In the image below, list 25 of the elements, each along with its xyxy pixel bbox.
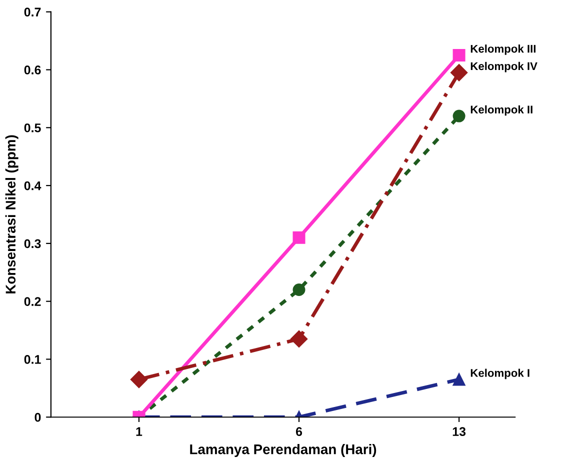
series-label: Kelompok IV (470, 62, 538, 72)
series-label: Kelompok I (470, 368, 530, 380)
series-label: Kelompok II (470, 105, 532, 116)
point (290, 330, 308, 348)
y-tick-label: 0.1 (24, 355, 41, 364)
point (452, 49, 466, 62)
point (130, 370, 148, 388)
x-tick-label: 6 (296, 427, 302, 436)
y-tick-label: 0.6 (24, 66, 41, 74)
point (452, 373, 466, 386)
y-tick-label: 0 (34, 412, 41, 422)
y-tick-label: 0.3 (24, 239, 41, 248)
y-tick-label: 0.5 (24, 123, 41, 132)
point (292, 284, 306, 296)
y-tick-label: 0.4 (24, 181, 42, 190)
y-axis-title: Konsentrasi Nikel (ppm) (5, 135, 18, 294)
y-tick-label: 0.2 (24, 297, 41, 306)
x-axis-title: Lamanya Perendaman (Hari) (190, 444, 376, 457)
point (292, 231, 306, 244)
point (452, 110, 466, 122)
y-tick-label: 0.7 (24, 8, 41, 16)
x-tick-label: 13 (452, 427, 466, 436)
x-tick-label: 1 (136, 427, 142, 436)
point (450, 64, 468, 82)
series-label: Kelompok III (470, 44, 536, 55)
